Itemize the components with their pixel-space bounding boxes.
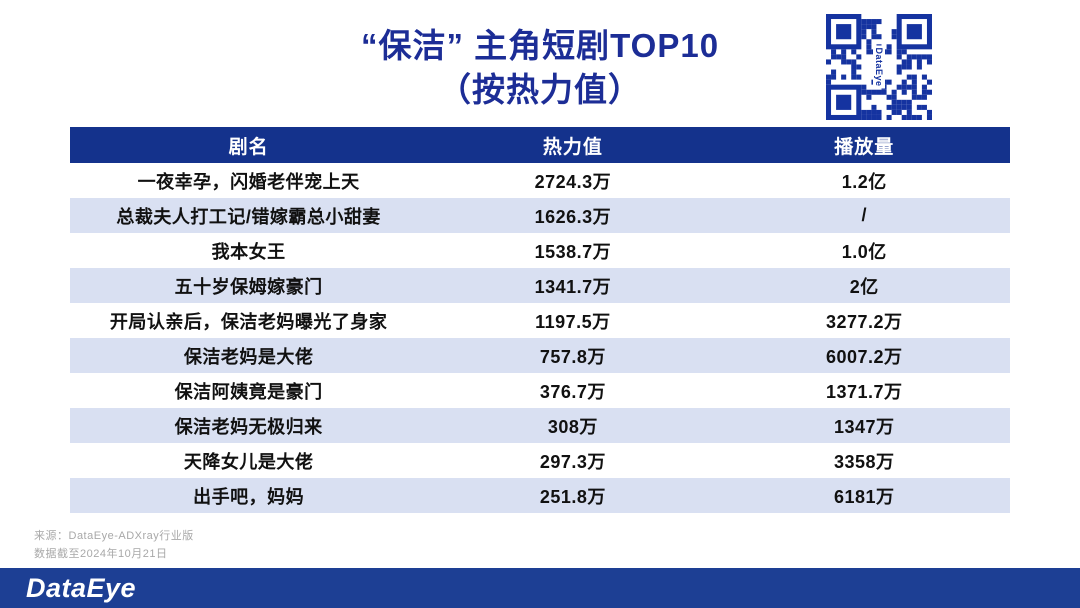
title-line2: （按热力值） — [438, 70, 642, 108]
heat-value-cell: 1538.7万 — [534, 241, 612, 262]
heat-value-cell: 251.8万 — [539, 486, 606, 507]
play-count-cell: 1371.7万 — [826, 381, 903, 402]
heat-value-cell: 376.7万 — [539, 381, 606, 402]
page-title: “保洁” 主角短剧TOP10 （按热力值） — [0, 0, 1080, 111]
heat-value-cell: 2724.3万 — [534, 171, 612, 192]
table-header-row: 剧名 热力值 播放量 — [70, 127, 1010, 164]
table-row: 保洁老妈无极归来 308万 1347万 — [70, 408, 1010, 444]
heat-value-cell: 308万 — [547, 416, 598, 437]
drama-name-cell: 出手吧，妈妈 — [193, 486, 305, 507]
date-line: 数据截至2024年10月21日 — [34, 548, 168, 561]
table-row: 出手吧，妈妈 251.8万 6181万 — [70, 478, 1010, 514]
table-row: 一夜幸孕，闪婚老伴宠上天 2724.3万 1.2亿 — [70, 163, 1010, 199]
table-body: 一夜幸孕，闪婚老伴宠上天 2724.3万 1.2亿总裁夫人打工记/错嫁霸总小甜妻 16… — [70, 163, 1010, 514]
play-count-cell: 3358万 — [834, 451, 895, 472]
heat-value-cell: 757.8万 — [539, 346, 606, 367]
footer-bar: DataEye — [0, 568, 1080, 608]
qr-code-icon — [826, 14, 932, 120]
column-header-heat-value: 热力值 — [427, 127, 719, 164]
drama-name-cell: 保洁老妈无极归来 — [174, 416, 323, 437]
play-count-cell: 2亿 — [849, 276, 879, 297]
heat-value-cell: 1341.7万 — [534, 276, 612, 297]
drama-name-cell: 我本女王 — [211, 241, 286, 262]
heat-value-cell: 1626.3万 — [534, 206, 612, 227]
heat-value-cell: 1197.5万 — [535, 311, 611, 332]
drama-name-cell: 保洁阿姨竟是豪门 — [174, 381, 323, 402]
drama-name-cell: 五十岁保姆嫁豪门 — [174, 276, 323, 297]
table-row: 总裁夫人打工记/错嫁霸总小甜妻 1626.3万 / — [70, 198, 1010, 234]
dataeye-logo: DataEye — [26, 572, 137, 603]
play-count-cell: / — [861, 205, 868, 226]
drama-name-cell: 天降女儿是大佬 — [183, 451, 314, 472]
table-row: 保洁老妈是大佬 757.8万 6007.2万 — [70, 338, 1010, 374]
drama-name-cell: 保洁老妈是大佬 — [183, 346, 314, 367]
play-count-cell: 1.2亿 — [841, 171, 887, 192]
title-line1: “保洁” 主角短剧TOP10 — [360, 27, 720, 64]
ranking-table: 剧名 热力值 播放量 一夜幸孕，闪婚老伴宠上天 2724.3万 1.2亿总裁夫人打工… — [70, 127, 1010, 514]
play-count-cell: 3277.2万 — [826, 311, 903, 332]
table-row: 保洁阿姨竟是豪门 376.7万 1371.7万 — [70, 373, 1010, 409]
drama-name-cell: 一夜幸孕，闪婚老伴宠上天 — [137, 171, 360, 192]
play-count-cell: 1.0亿 — [841, 241, 887, 262]
drama-name-cell: 开局认亲后，保洁老妈曝光了身家 — [109, 311, 388, 332]
column-header-drama-name: 剧名 — [70, 127, 428, 164]
source-note: 来源：DataEye-ADXray行业版 数据截至2024年10月21日 — [34, 527, 1080, 563]
play-count-cell: 6007.2万 — [826, 346, 903, 367]
qr-center-label: DataEye — [873, 45, 885, 89]
qr-code: DataEye — [826, 14, 932, 120]
source-line: 来源：DataEye-ADXray行业版 — [34, 530, 194, 543]
table-row: 天降女儿是大佬 297.3万 3358万 — [70, 443, 1010, 479]
column-header-play-count: 播放量 — [718, 127, 1010, 164]
table-row: 我本女王 1538.7万 1.0亿 — [70, 233, 1010, 269]
drama-name-cell: 总裁夫人打工记/错嫁霸总小甜妻 — [116, 206, 381, 227]
table-row: 开局认亲后，保洁老妈曝光了身家 1197.5万 3277.2万 — [70, 303, 1010, 339]
table-row: 五十岁保姆嫁豪门 1341.7万 2亿 — [70, 268, 1010, 304]
play-count-cell: 1347万 — [834, 416, 895, 437]
play-count-cell: 6181万 — [834, 486, 895, 507]
heat-value-cell: 297.3万 — [539, 451, 606, 472]
